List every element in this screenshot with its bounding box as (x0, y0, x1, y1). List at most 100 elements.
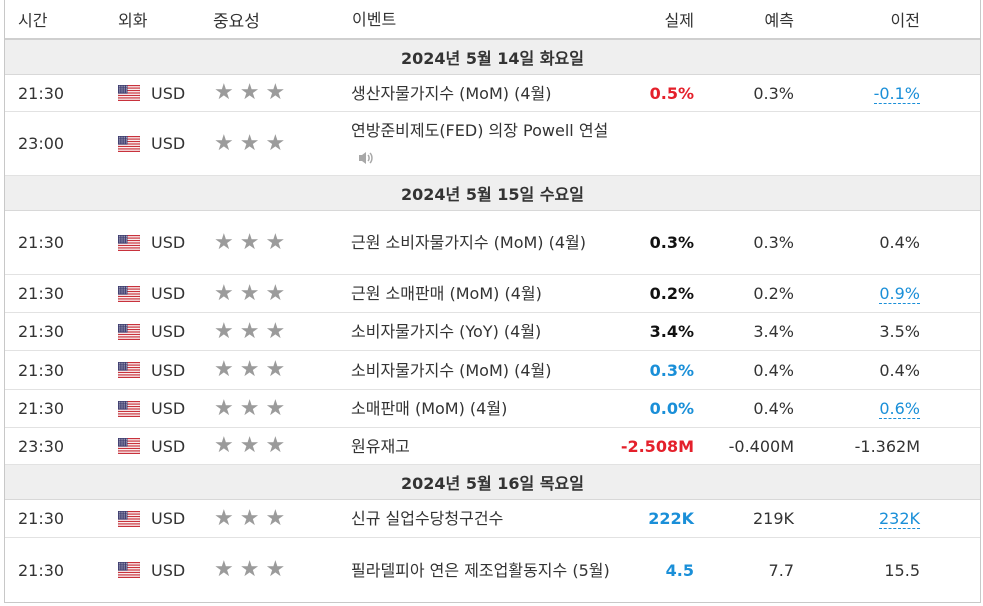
speaker-icon[interactable] (357, 150, 375, 166)
currency-code: USD (151, 436, 186, 456)
currency-cell: USD (105, 233, 203, 252)
table-row[interactable]: 23:30 USD ★ ★ ★ 원유재고 -2.508M -0.400M -1.36… (5, 428, 980, 465)
currency-code: USD (151, 134, 186, 153)
star-icon: ★ (214, 318, 234, 344)
event-time: 23:00 (18, 134, 65, 153)
us-flag-icon (117, 84, 141, 102)
actual-value: 0.5% (649, 83, 694, 103)
previous-value: -1.362M (854, 436, 920, 456)
star-icon: ★ (239, 130, 260, 156)
star-icon: ★ (214, 130, 234, 156)
previous-value: 3.5% (879, 322, 920, 341)
currency-cell: USD (105, 399, 203, 418)
star-icon: ★ (214, 505, 234, 531)
forecast-value: 0.4% (753, 360, 794, 380)
event-cell[interactable]: 연방준비제도(FED) 의장 Powell 연설 (339, 117, 617, 171)
importance-stars: ★ ★ ★ (203, 280, 339, 306)
event-name[interactable]: 소비자물가지수 (MoM) (4월) (351, 360, 552, 380)
star-icon: ★ (265, 280, 286, 306)
actual-value: 0.3% (649, 360, 694, 380)
previous-value[interactable]: 232K (878, 509, 920, 529)
event-name[interactable]: 생산자물가지수 (MoM) (4월) (351, 83, 552, 103)
star-icon: ★ (239, 395, 260, 421)
star-icon: ★ (239, 229, 260, 255)
table-row[interactable]: 21:30 USD ★ ★ ★ 소매판매 (MoM) (4월) 0.0% 0.4% … (5, 390, 980, 428)
us-flag-icon (117, 135, 141, 152)
currency-cell: USD (105, 134, 203, 153)
table-row[interactable]: 21:30 USD ★ ★ ★ 소비자물가지수 (YoY) (4월) 3.4% 3.… (5, 313, 980, 351)
header-actual: 실제 (664, 11, 694, 30)
event-name[interactable]: 소매판매 (MoM) (4월) (351, 399, 508, 418)
forecast-value: 0.3% (753, 83, 794, 103)
table-row[interactable]: 23:00 USD ★ ★ ★ 연방준비제도(FED) 의장 Powell 연설 (5, 112, 980, 176)
economic-calendar: 시간 외화 중요성 이벤트 실제 예측 이전 2024년 5월 14일 화요일 … (4, 0, 981, 603)
star-icon: ★ (265, 229, 286, 255)
currency-code: USD (151, 233, 186, 252)
star-icon: ★ (214, 357, 234, 382)
event-name[interactable]: 신규 실업수당청구건수 (351, 509, 504, 528)
currency-cell: USD (105, 284, 203, 303)
previous-value[interactable]: 0.6% (879, 399, 920, 419)
forecast-value: 7.7 (768, 560, 794, 580)
us-flag-icon (117, 400, 141, 417)
previous-value: 0.4% (879, 360, 920, 380)
date-row: 2024년 5월 14일 화요일 (5, 40, 980, 75)
forecast-value: 0.4% (753, 399, 794, 418)
event-time: 21:30 (18, 83, 65, 103)
currency-code: USD (151, 399, 186, 418)
previous-value: 15.5 (884, 560, 920, 580)
us-flag-icon (117, 234, 141, 251)
table-row[interactable]: 21:30 USD ★ ★ ★ 필라델피아 연은 제조업활동지수 (5월) 4.5 … (5, 538, 980, 602)
event-name[interactable]: 근원 소매판매 (MoM) (4월) (351, 284, 542, 303)
importance-stars: ★ ★ ★ (203, 559, 339, 581)
star-icon: ★ (214, 229, 234, 255)
event-time: 21:30 (18, 509, 65, 528)
forecast-value: -0.400M (728, 436, 794, 456)
header-importance: 중요성 (213, 11, 260, 32)
header-previous: 이전 (890, 11, 920, 30)
us-flag-icon (117, 561, 141, 579)
star-icon: ★ (214, 557, 234, 582)
event-name[interactable]: 필라델피아 연은 제조업활동지수 (5월) (351, 560, 610, 580)
event-time: 21:30 (18, 560, 65, 580)
table-row[interactable]: 21:30 USD ★ ★ ★ 신규 실업수당청구건수 222K 219K 232K (5, 500, 980, 538)
date-row: 2024년 5월 16일 목요일 (5, 465, 980, 500)
forecast-value: 0.2% (753, 284, 794, 303)
event-name[interactable]: 소비자물가지수 (YoY) (4월) (351, 322, 542, 341)
currency-cell: USD (105, 322, 203, 341)
event-name[interactable]: 근원 소비자물가지수 (MoM) (4월) (351, 233, 587, 252)
star-icon: ★ (265, 318, 286, 344)
currency-cell: USD (105, 561, 203, 580)
header-time: 시간 (18, 11, 48, 30)
importance-stars: ★ ★ ★ (203, 130, 339, 156)
star-icon: ★ (265, 433, 286, 458)
event-time: 23:30 (18, 436, 65, 456)
event-time: 21:30 (18, 284, 65, 303)
event-time: 21:30 (18, 322, 65, 341)
actual-value: 0.2% (649, 284, 694, 303)
event-time: 21:30 (18, 360, 65, 380)
forecast-value: 0.3% (753, 233, 794, 252)
previous-value[interactable]: -0.1% (873, 83, 920, 104)
event-name[interactable]: 연방준비제도(FED) 의장 Powell 연설 (351, 120, 609, 140)
star-icon: ★ (239, 80, 260, 105)
table-row[interactable]: 21:30 USD ★ ★ ★ 소비자물가지수 (MoM) (4월) 0.3% 0.… (5, 351, 980, 390)
currency-code: USD (151, 284, 186, 303)
previous-value[interactable]: 0.9% (879, 284, 920, 304)
star-icon: ★ (214, 280, 234, 306)
star-icon: ★ (239, 433, 260, 458)
forecast-value: 219K (752, 509, 794, 528)
table-row[interactable]: 21:30 USD ★ ★ ★ 근원 소비자물가지수 (MoM) (4월) 0.3%… (5, 211, 980, 275)
table-row[interactable]: 21:30 USD ★ ★ ★ 생산자물가지수 (MoM) (4월) 0.5% 0.… (5, 75, 980, 112)
star-icon: ★ (214, 80, 234, 105)
star-icon: ★ (265, 357, 286, 382)
event-time: 21:30 (18, 399, 65, 418)
star-icon: ★ (239, 280, 260, 306)
star-icon: ★ (265, 80, 286, 105)
star-icon: ★ (265, 395, 286, 421)
event-name[interactable]: 원유재고 (351, 436, 410, 456)
actual-value: 0.0% (649, 399, 694, 418)
us-flag-icon (117, 323, 141, 340)
table-row[interactable]: 21:30 USD ★ ★ ★ 근원 소매판매 (MoM) (4월) 0.2% 0.… (5, 275, 980, 313)
importance-stars: ★ ★ ★ (203, 435, 339, 457)
